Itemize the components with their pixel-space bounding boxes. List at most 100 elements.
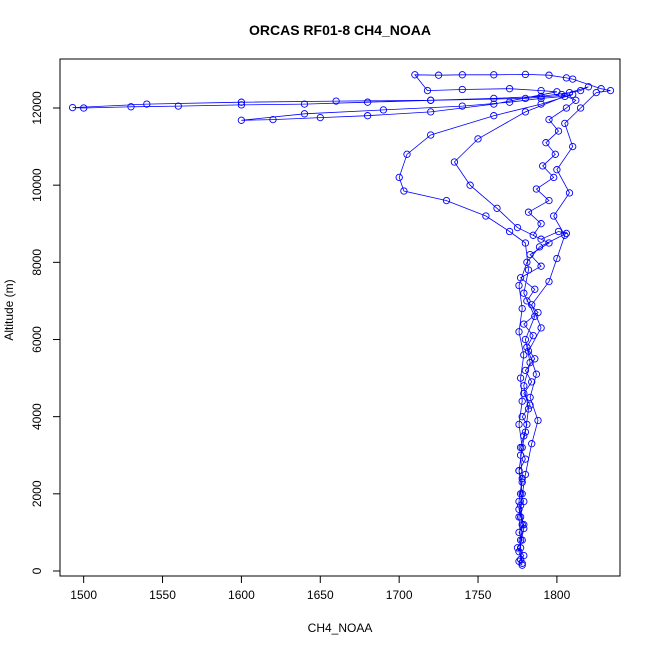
data-point bbox=[518, 490, 526, 498]
chart-title: ORCAS RF01-8 CH4_NOAA bbox=[249, 22, 431, 38]
x-tick-label: 1650 bbox=[307, 588, 334, 602]
data-point bbox=[537, 86, 545, 95]
x-tick-label: 1750 bbox=[465, 588, 492, 602]
y-tick-label: 6000 bbox=[30, 326, 44, 353]
data-point bbox=[423, 86, 432, 95]
data-point bbox=[400, 187, 408, 195]
data-point bbox=[515, 505, 523, 513]
y-tick-label: 2000 bbox=[30, 480, 44, 507]
data-point bbox=[403, 150, 411, 158]
data-point bbox=[532, 370, 541, 378]
data-point bbox=[505, 227, 514, 236]
data-point bbox=[584, 83, 593, 91]
data-point bbox=[562, 74, 571, 82]
data-point bbox=[450, 158, 459, 166]
series-line bbox=[72, 73, 611, 566]
data-point bbox=[490, 94, 498, 103]
data-point bbox=[515, 281, 523, 290]
data-point bbox=[561, 231, 569, 239]
data-point bbox=[427, 108, 435, 116]
data-point bbox=[316, 113, 324, 122]
data-point bbox=[505, 85, 514, 93]
data-point bbox=[531, 312, 539, 320]
data-point bbox=[427, 131, 435, 139]
data-point bbox=[520, 382, 528, 390]
data-point bbox=[518, 397, 526, 405]
data-point bbox=[237, 116, 246, 124]
data-point bbox=[237, 101, 246, 109]
data-point bbox=[521, 239, 530, 247]
data-point bbox=[411, 71, 419, 79]
data-point bbox=[542, 139, 550, 147]
data-point bbox=[526, 393, 534, 402]
data-point bbox=[523, 297, 531, 305]
data-point bbox=[521, 335, 530, 344]
data-point bbox=[523, 420, 531, 429]
data-point bbox=[520, 389, 528, 398]
y-tick-label: 0 bbox=[30, 567, 44, 574]
data-point bbox=[529, 231, 537, 239]
data-point bbox=[515, 513, 523, 521]
data-point bbox=[550, 212, 558, 220]
data-point bbox=[518, 304, 526, 313]
data-point bbox=[520, 289, 528, 297]
data-point bbox=[561, 92, 569, 101]
data-point bbox=[592, 88, 600, 97]
data-point bbox=[532, 185, 541, 193]
data-point bbox=[521, 70, 530, 79]
y-tick-label: 10000 bbox=[30, 168, 44, 202]
data-point bbox=[143, 100, 151, 108]
data-point bbox=[550, 173, 558, 182]
data-point bbox=[524, 208, 533, 216]
data-point bbox=[515, 467, 523, 475]
data-point bbox=[537, 235, 545, 243]
data-point bbox=[539, 162, 547, 170]
data-point bbox=[537, 324, 545, 332]
data-point bbox=[521, 366, 530, 375]
data-point bbox=[515, 497, 523, 506]
data-point bbox=[493, 204, 501, 212]
data-point bbox=[561, 119, 569, 128]
data-point bbox=[490, 71, 498, 79]
x-tick-label: 1550 bbox=[149, 588, 176, 602]
data-point bbox=[521, 108, 530, 116]
data-point bbox=[516, 555, 525, 564]
data-point bbox=[565, 189, 574, 197]
data-point bbox=[521, 94, 530, 103]
data-series bbox=[68, 70, 615, 569]
data-point bbox=[529, 331, 537, 340]
data-point bbox=[80, 104, 88, 112]
data-point bbox=[515, 528, 523, 537]
data-point bbox=[516, 274, 525, 282]
data-point bbox=[395, 173, 403, 182]
x-axis: 1500 1550 1600 1650 1700 1750 1800 bbox=[70, 575, 571, 602]
data-point bbox=[300, 110, 309, 118]
data-point bbox=[482, 212, 490, 220]
data-point bbox=[526, 250, 534, 259]
data-point bbox=[520, 524, 528, 533]
data-point bbox=[537, 220, 545, 228]
data-point bbox=[562, 104, 571, 112]
data-point bbox=[458, 102, 466, 110]
data-point bbox=[531, 285, 539, 293]
data-point bbox=[520, 432, 528, 440]
data-point bbox=[521, 455, 530, 463]
data-point bbox=[562, 229, 571, 238]
x-tick-label: 1500 bbox=[70, 588, 97, 602]
data-point bbox=[537, 92, 545, 101]
data-point bbox=[572, 96, 580, 104]
data-point bbox=[521, 470, 530, 479]
data-point bbox=[576, 104, 585, 112]
data-point bbox=[524, 266, 533, 274]
data-point bbox=[515, 328, 523, 336]
data-point bbox=[606, 86, 615, 95]
data-point bbox=[520, 351, 528, 359]
data-point bbox=[518, 478, 526, 486]
data-point bbox=[379, 106, 388, 114]
data-point bbox=[535, 243, 544, 251]
data-point bbox=[576, 86, 585, 95]
data-point bbox=[474, 135, 482, 143]
data-point bbox=[466, 181, 474, 189]
y-tick-label: 4000 bbox=[30, 403, 44, 430]
